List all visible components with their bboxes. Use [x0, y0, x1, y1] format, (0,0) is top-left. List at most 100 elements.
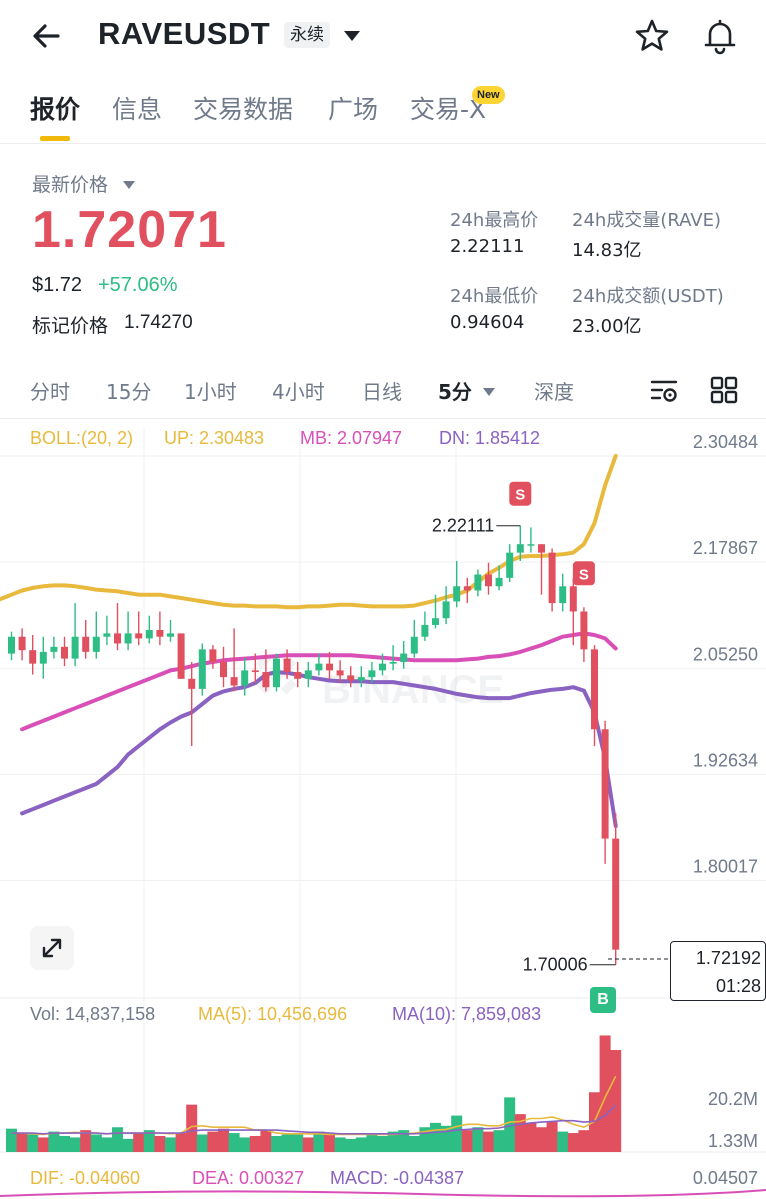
candle-down — [82, 636, 90, 652]
macd-dea: DEA: 0.00327 — [192, 1168, 304, 1188]
mark-price: 1.74270 — [124, 312, 193, 333]
candle-up — [379, 663, 386, 671]
candle-down — [569, 586, 577, 612]
candle-down — [156, 630, 164, 637]
kline-chart[interactable]: BINANCE 2.22111 1.70006 S S 2.30484 2.17867 2… — [0, 420, 766, 1199]
candle-down — [61, 646, 68, 659]
back-arrow-icon[interactable] — [28, 16, 68, 56]
candle-up — [124, 633, 132, 644]
candle-down — [294, 672, 302, 679]
symbol-title[interactable]: RAVEUSDT — [98, 16, 271, 51]
volume-bar — [133, 1133, 145, 1152]
candle-up — [389, 661, 397, 664]
candle-up — [167, 633, 174, 637]
interval-time[interactable]: 分时 — [30, 380, 70, 404]
candle-down — [209, 649, 217, 662]
buy-marker[interactable]: B — [590, 987, 616, 1013]
interval-5m[interactable]: 5分 — [438, 380, 472, 404]
low-24h-value: 0.94604 — [450, 312, 525, 333]
volume-bar — [122, 1138, 134, 1152]
candle-up — [421, 624, 429, 637]
candle-up — [432, 618, 439, 625]
volume-bar — [59, 1135, 70, 1152]
volume-bar — [536, 1127, 547, 1152]
volume-bar — [546, 1121, 558, 1152]
interval-15m[interactable]: 15分 — [106, 380, 152, 404]
boll-upper-band — [0, 453, 618, 610]
volume-label: Vol: 14,837,158 — [30, 1004, 155, 1024]
macd-axis-max: 0.04507 — [693, 1168, 758, 1188]
candle-down — [601, 729, 609, 839]
price-axis-label: 2.30484 — [693, 432, 758, 452]
tab-trading-data[interactable]: 交易数据 — [193, 95, 294, 124]
last-price-label[interactable]: 最新价格 — [32, 174, 109, 196]
tab-square[interactable]: 广场 — [328, 95, 379, 124]
candle-up — [50, 646, 58, 652]
volume-bar — [472, 1127, 484, 1152]
volume-bar — [334, 1137, 346, 1152]
candle-up — [103, 633, 111, 637]
new-badge: New — [472, 86, 505, 104]
candle-up — [506, 552, 514, 578]
volume-bar — [154, 1135, 166, 1152]
candle-up — [304, 670, 312, 679]
volume-bar — [6, 1128, 17, 1152]
caret-down-icon[interactable] — [482, 384, 496, 396]
turnover-24h-value: 23.00亿 — [572, 316, 642, 337]
star-icon[interactable] — [632, 16, 672, 56]
volume-bar — [345, 1138, 357, 1152]
candle-down — [283, 658, 291, 673]
boll-mb: MB: 2.07947 — [300, 428, 402, 448]
volume-bar — [440, 1125, 452, 1152]
tab-quote[interactable]: 报价 — [30, 95, 81, 124]
sell-marker — [572, 561, 595, 586]
bell-icon[interactable] — [700, 16, 740, 56]
volume-bar — [281, 1134, 293, 1152]
volume-bar — [366, 1133, 378, 1152]
volume-bar — [80, 1130, 92, 1152]
volume-bar — [271, 1135, 282, 1152]
interval-1d[interactable]: 日线 — [362, 380, 402, 404]
candle-up — [474, 574, 482, 591]
candle-down — [135, 633, 143, 639]
boll-middle-band — [20, 631, 618, 732]
candle-down — [485, 574, 492, 587]
volume-bar — [186, 1104, 198, 1152]
candle-up — [71, 636, 79, 659]
volume-bar — [461, 1130, 473, 1152]
candle-up — [39, 651, 47, 664]
interval-depth[interactable]: 深度 — [534, 380, 574, 404]
mark-price-label: 标记价格 — [32, 315, 109, 337]
volume-bar — [355, 1137, 367, 1152]
volume-bar — [16, 1133, 28, 1152]
volume-ma10: MA(10): 7,859,083 — [392, 1004, 541, 1024]
volume-bar — [525, 1122, 537, 1152]
candle-up — [241, 670, 249, 686]
volume-bar — [567, 1133, 579, 1152]
candle-up — [453, 586, 461, 602]
candle-up — [315, 663, 323, 671]
high-24h-value: 2.22111 — [450, 236, 525, 257]
chart-settings-icon[interactable] — [648, 374, 680, 406]
grid-layout-icon[interactable] — [708, 374, 740, 406]
candle-down — [114, 633, 121, 644]
caret-down-icon[interactable] — [122, 177, 136, 189]
caret-down-icon[interactable] — [340, 26, 364, 46]
low-marker-label: 1.70006 — [523, 955, 588, 975]
sell-marker-label: S — [579, 566, 589, 583]
main-tabs: 报价 信息 交易数据 广场 交易-X — [0, 80, 766, 144]
candle-down — [251, 670, 259, 673]
tab-info[interactable]: 信息 — [112, 95, 163, 124]
expand-icon[interactable] — [30, 926, 74, 970]
boll-up: UP: 2.30483 — [164, 428, 264, 448]
volume-bar — [260, 1130, 272, 1152]
price-axis-label: 2.05250 — [693, 644, 758, 664]
volume-bar — [451, 1115, 463, 1152]
volume-bar — [324, 1134, 335, 1152]
candle-up — [145, 630, 153, 639]
interval-4h[interactable]: 4小时 — [272, 380, 325, 404]
volume-bar — [207, 1131, 219, 1152]
interval-1h[interactable]: 1小时 — [184, 380, 237, 404]
volume-bar — [514, 1114, 526, 1152]
candle-up — [495, 577, 503, 587]
